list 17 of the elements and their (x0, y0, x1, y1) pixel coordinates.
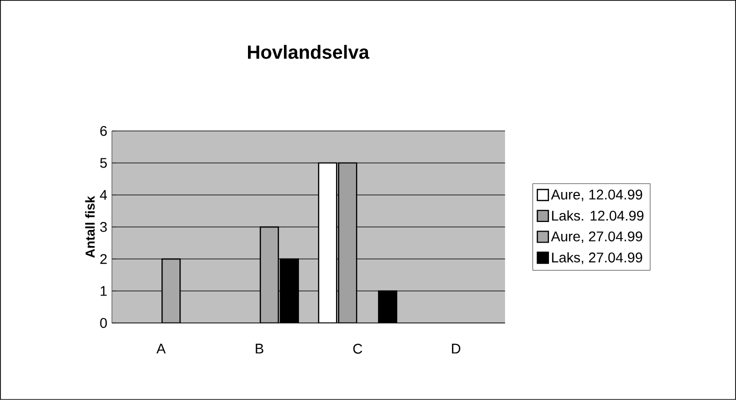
legend-label: Aure, 27.04.99 (551, 232, 642, 244)
x-tick-label: A (156, 344, 166, 354)
y-tick-label: 1 (100, 286, 107, 296)
y-axis-title: Antall fisk (85, 196, 95, 258)
legend-label: Laks, 27.04.99 (552, 252, 642, 264)
y-tick-label: 6 (100, 126, 107, 136)
y-tick-label: 4 (100, 190, 107, 200)
legend-label: Laks. 12.04.99 (552, 210, 644, 221)
x-tick-label: B (256, 344, 264, 354)
x-tick-label: C (353, 344, 362, 354)
y-tick-label: 5 (100, 158, 107, 168)
y-tick-label: 0 (100, 318, 107, 328)
y-tick-label: 3 (100, 222, 107, 232)
x-tick-label: D (452, 344, 460, 354)
y-tick-label: 2 (100, 254, 107, 264)
legend-label: Aure, 12.04.99 (551, 190, 642, 202)
chart-title: Hovlandselva (248, 44, 370, 59)
